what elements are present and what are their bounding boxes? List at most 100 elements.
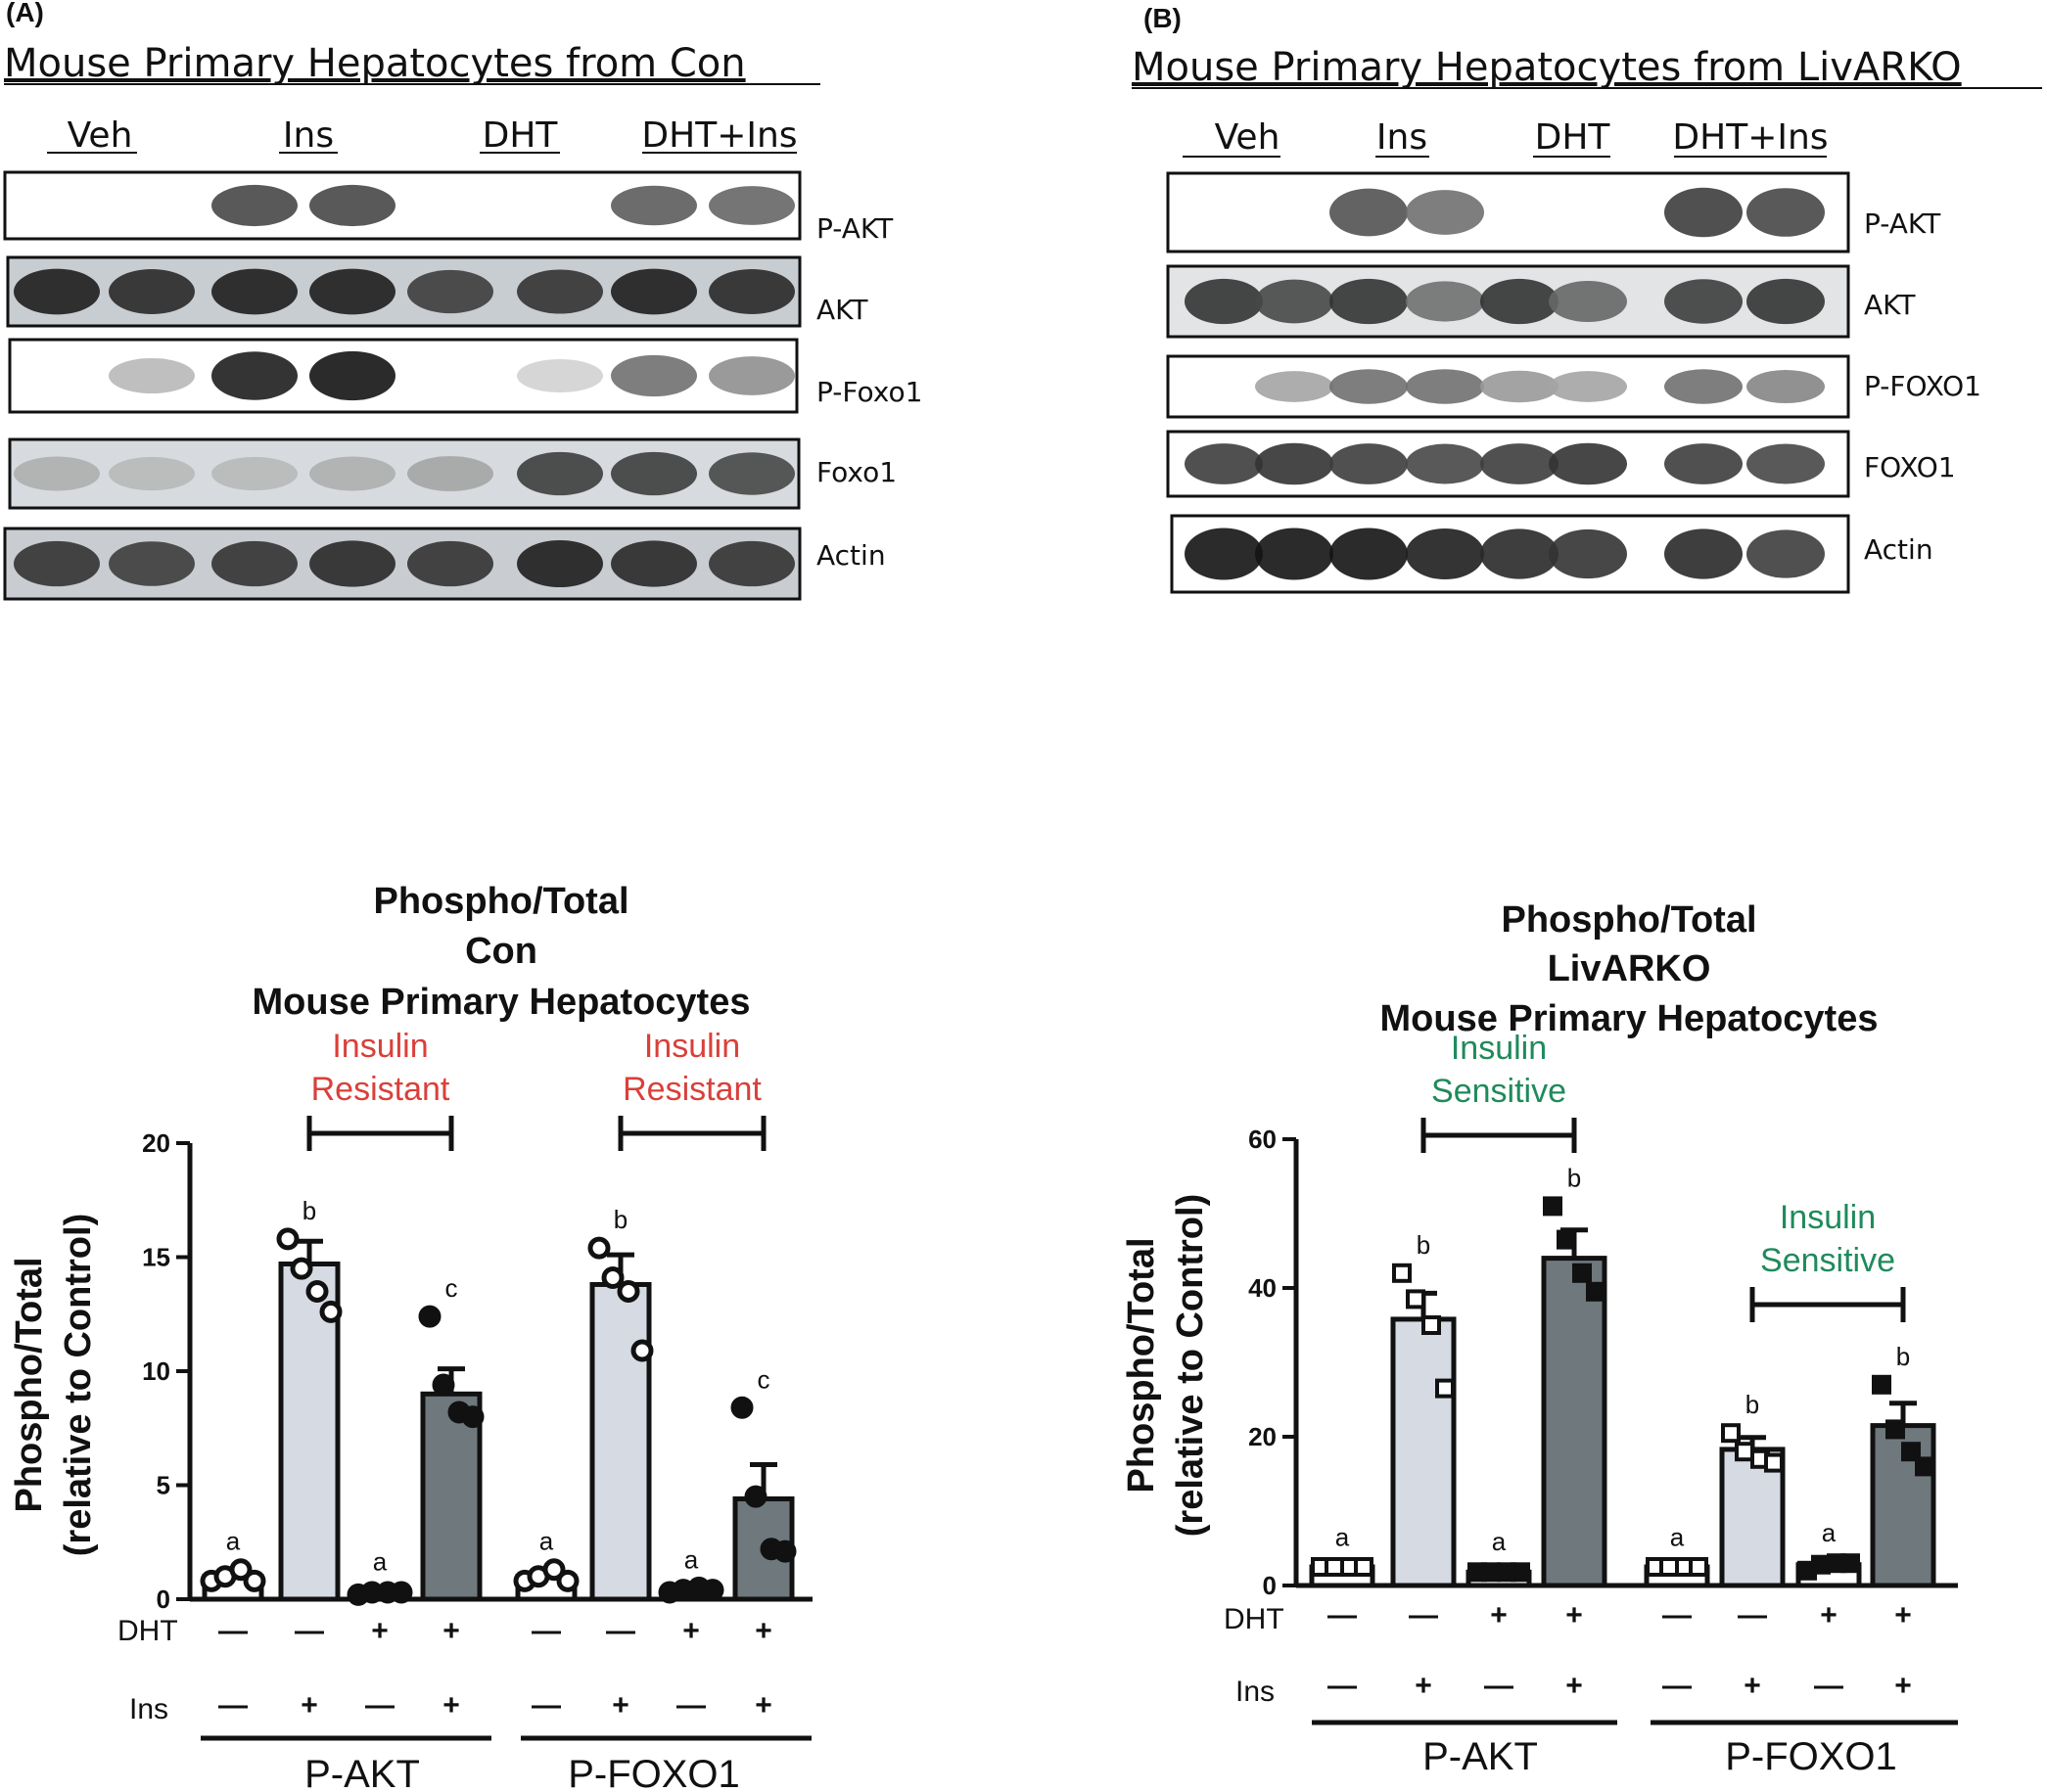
- chart-b-y-axis-label: Phospho/Total: [1121, 1237, 1162, 1493]
- chart-b-title-line: LivARKO: [1548, 948, 1711, 989]
- blot-band: [1255, 279, 1333, 324]
- blot-band: [211, 540, 298, 587]
- data-point: [1659, 1557, 1679, 1577]
- significance-letter: a: [373, 1547, 388, 1577]
- blot-band: [109, 357, 195, 394]
- y-tick-label: 0: [1263, 1571, 1277, 1600]
- blot-label: FOXO1: [1864, 451, 1956, 483]
- blot-band: [1746, 529, 1825, 578]
- blot-band: [1406, 443, 1484, 484]
- blot-band: [211, 351, 298, 400]
- blot-band: [407, 456, 493, 491]
- data-point: [744, 1485, 768, 1508]
- blot-band: [1406, 281, 1484, 322]
- blot-band: [709, 452, 795, 495]
- blot-band: [517, 451, 603, 496]
- blot-label: P-AKT: [816, 212, 894, 245]
- blot-label: Actin: [1864, 533, 1933, 566]
- annotation-label: Insulin: [1780, 1199, 1876, 1236]
- data-point: [461, 1405, 485, 1429]
- blot-band: [1406, 190, 1484, 235]
- panel-b-blots: (B) Mouse Primary Hepatocytes from LivAR…: [1132, 3, 2042, 594]
- lane-label-ins: Ins: [1376, 117, 1427, 158]
- chart-a-y-axis-label: Phospho/Total: [9, 1257, 50, 1512]
- blot-band: [1329, 443, 1408, 484]
- blot-band: [1549, 528, 1627, 579]
- significance-letter: b: [1417, 1230, 1430, 1260]
- blot-band: [1746, 278, 1825, 325]
- blot-band: [611, 540, 697, 587]
- lane-label-veh: Veh: [1215, 117, 1280, 158]
- significance-letter: a: [1492, 1527, 1507, 1556]
- data-point: [630, 1339, 654, 1362]
- significance-letter: b: [1896, 1342, 1910, 1371]
- significance-letter: b: [1745, 1390, 1759, 1419]
- bar: [1390, 1316, 1457, 1588]
- blot-band: [1664, 187, 1743, 238]
- significance-letter: a: [226, 1527, 241, 1556]
- data-point: [1543, 1196, 1562, 1217]
- data-point: [617, 1279, 640, 1303]
- blot-band: [1329, 278, 1408, 325]
- data-point: [1735, 1442, 1754, 1462]
- chart-a-group-label: P-AKT: [304, 1753, 420, 1792]
- panel-b-label: (B): [1143, 3, 1182, 33]
- dht-symbol: +: [1565, 1599, 1583, 1631]
- blot-label: Actin: [816, 539, 886, 572]
- blot-band: [309, 456, 395, 491]
- data-point: [730, 1396, 754, 1419]
- blot-label: P-AKT: [1864, 207, 1941, 240]
- chart-a-group-label: P-FOXO1: [568, 1753, 740, 1792]
- significance-letter: c: [758, 1364, 770, 1394]
- annotation-label: Insulin: [644, 1028, 740, 1065]
- data-point: [701, 1579, 724, 1602]
- blot-band: [14, 268, 100, 315]
- y-tick-label: 20: [142, 1128, 170, 1158]
- dht-symbol: +: [442, 1615, 460, 1647]
- data-point: [1840, 1553, 1860, 1574]
- blot-band: [309, 268, 395, 315]
- panel-a-title: Mouse Primary Hepatocytes from Con: [4, 41, 746, 86]
- data-point: [1689, 1557, 1708, 1577]
- chart-b-title-line: Mouse Primary Hepatocytes: [1380, 998, 1879, 1039]
- blot-band: [109, 456, 195, 491]
- data-point: [1721, 1423, 1741, 1444]
- chart-b: Phospho/Total LivARKO Mouse Primary Hepa…: [1121, 899, 1958, 1778]
- panel-b-title: Mouse Primary Hepatocytes from LivARKO: [1132, 45, 1962, 90]
- data-point: [1901, 1442, 1921, 1462]
- ins-symbol: +: [1415, 1670, 1432, 1702]
- blot-label: P-Foxo1: [816, 376, 922, 408]
- blot-band: [14, 540, 100, 587]
- chart-a-title-line: Phospho/Total: [373, 881, 628, 922]
- blot-band: [309, 540, 395, 587]
- lane-label-dht: DHT: [1535, 117, 1611, 158]
- data-point: [276, 1227, 300, 1251]
- blot-band: [1185, 443, 1263, 484]
- blot-band: [517, 269, 603, 314]
- blot-label: Foxo1: [816, 456, 897, 488]
- blot-band: [611, 185, 697, 226]
- chart-b-plot: 0 20 40 60 a — — b — + a + — b + + a — — b — + a + — b + + Insulin Se…: [1248, 1030, 1958, 1702]
- chart-a-title-line: Mouse Primary Hepatocytes: [253, 982, 751, 1023]
- data-point: [1764, 1452, 1784, 1473]
- dht-symbol: +: [371, 1615, 389, 1647]
- chart-b-y-axis-label: (relative to Control): [1170, 1194, 1211, 1537]
- blot-label: AKT: [816, 294, 868, 326]
- significance-letter: a: [539, 1527, 554, 1556]
- panel-b-lane-labels: Veh Ins DHT DHT+Ins: [1215, 117, 1829, 158]
- data-point: [1421, 1315, 1441, 1335]
- significance-letter: b: [302, 1196, 316, 1225]
- blot-band: [1480, 528, 1559, 579]
- significance-letter: a: [1822, 1518, 1837, 1547]
- data-point: [290, 1257, 313, 1280]
- blot-band: [1480, 278, 1559, 325]
- dht-symbol: —: [1738, 1599, 1767, 1631]
- dht-symbol: —: [532, 1615, 561, 1647]
- data-point: [1481, 1562, 1501, 1583]
- y-tick-label: 20: [1248, 1422, 1277, 1451]
- blot-strip: [1166, 171, 1850, 253]
- blot-band: [109, 541, 195, 586]
- data-point: [1586, 1281, 1605, 1302]
- blot-band: [1664, 443, 1743, 484]
- blot-band: [309, 350, 395, 401]
